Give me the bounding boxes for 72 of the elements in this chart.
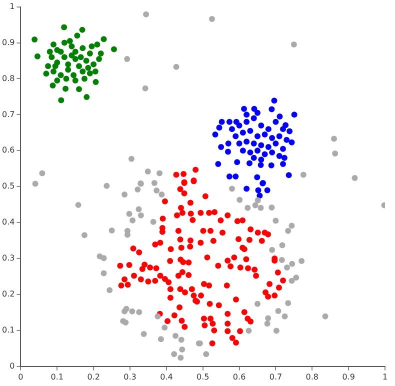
point: [86, 70, 93, 76]
point: [48, 54, 55, 60]
point: [85, 64, 92, 71]
point: [72, 78, 78, 84]
point: [96, 56, 102, 62]
x-tick-label: 0.1: [50, 372, 64, 382]
point: [61, 24, 68, 30]
point: [72, 56, 78, 62]
point: [65, 66, 72, 73]
point: [80, 68, 86, 75]
y-tick-label: 0.8: [2, 74, 15, 83]
point: [45, 63, 52, 70]
point: [88, 43, 95, 50]
point: [92, 78, 99, 85]
point: [68, 43, 75, 50]
point: [80, 45, 86, 52]
point: [61, 54, 68, 60]
point: [90, 61, 97, 68]
point: [81, 76, 88, 82]
point: [58, 72, 64, 78]
point: [43, 70, 50, 77]
x-tick-label: 0.5: [196, 372, 210, 382]
x-tick-label: 0: [18, 372, 24, 382]
point: [100, 36, 107, 42]
y-tick-label: 0.4: [2, 218, 15, 227]
y-tick-label: 0.9: [2, 38, 15, 47]
point: [78, 54, 84, 60]
y-tick-label: 0.3: [2, 254, 15, 263]
point: [98, 50, 104, 57]
x-tick-label: 0.3: [124, 372, 136, 382]
point: [74, 32, 80, 39]
y-tick-label: 0.1: [2, 326, 15, 335]
point: [94, 42, 100, 48]
point: [66, 38, 73, 44]
y-tick-label: 0.6: [2, 146, 15, 155]
y-tick-label: 0.7: [2, 110, 15, 119]
point: [92, 68, 98, 75]
x-tick-label: 1: [382, 372, 388, 382]
x-tick-label: 0.9: [342, 372, 355, 382]
point: [79, 26, 86, 33]
point: [110, 46, 117, 52]
point: [34, 53, 40, 60]
point: [86, 50, 93, 57]
point: [70, 72, 77, 78]
point: [72, 48, 78, 55]
x-tick-label: 0.7: [269, 372, 282, 382]
point: [76, 86, 82, 92]
point: [68, 52, 75, 58]
point: [61, 40, 68, 46]
point: [58, 48, 64, 55]
point: [76, 63, 82, 70]
point: [62, 86, 69, 92]
x-tick-label: 0.4: [160, 372, 173, 382]
y-tick-label: 0: [10, 361, 15, 370]
point: [46, 48, 53, 55]
point: [50, 82, 56, 89]
x-tick-label: 0.2: [87, 372, 100, 382]
y-tick-label: 1: [10, 2, 15, 11]
y-tick-label: 0.5: [2, 182, 15, 191]
point: [50, 68, 57, 75]
point: [54, 78, 60, 84]
point: [52, 63, 58, 70]
y-tick-label: 0.2: [2, 290, 15, 299]
point: [50, 42, 57, 48]
point: [63, 76, 70, 82]
x-tick-label: 0.8: [306, 372, 319, 382]
point: [65, 61, 72, 68]
point: [32, 36, 38, 43]
point: [84, 94, 90, 100]
x-tick-label: 0.6: [232, 372, 246, 382]
point: [83, 58, 90, 64]
point: [58, 97, 64, 104]
